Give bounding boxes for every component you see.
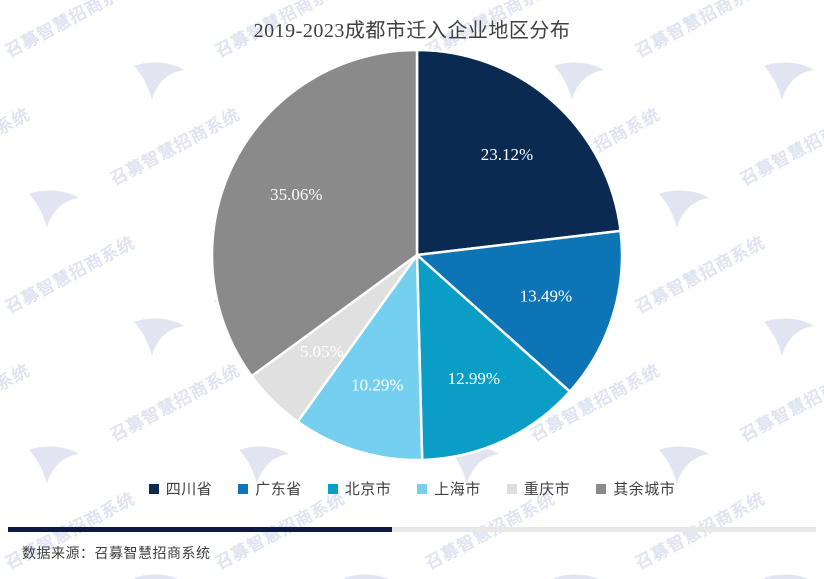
watermark-logo-icon: [659, 190, 709, 230]
pie-slice[interactable]: [210, 48, 419, 378]
legend-swatch-icon: [148, 483, 159, 494]
legend-item-label: 四川省: [165, 482, 213, 498]
pie-slice-label: 35.06%: [270, 185, 322, 204]
legend-swatch-icon: [596, 483, 607, 494]
footer-divider-accent: [8, 527, 392, 532]
watermark-logo-icon: [764, 574, 809, 579]
legend-item-label: 北京市: [344, 482, 392, 498]
legend-item-2[interactable]: 北京市: [327, 478, 392, 499]
chart-title: 2019-2023成都市迁入企业地区分布: [253, 20, 571, 42]
pie-slice[interactable]: [415, 252, 572, 462]
watermark-logo-icon: [134, 574, 179, 579]
legend-item-label: 重庆市: [523, 482, 571, 498]
watermark-text: 召募智慧招商系统: [2, 232, 139, 319]
footer-divider: [8, 527, 816, 532]
legend-swatch-icon: [327, 483, 338, 494]
data-source-note: 数据来源：召募智慧招商系统: [22, 547, 211, 562]
pie-slice-group: [210, 48, 624, 462]
watermark-logo-icon: [344, 574, 389, 579]
watermark-logo-icon: [764, 318, 814, 358]
watermark-text: 召募智慧招商系统: [632, 232, 769, 319]
legend-item-5[interactable]: 其余城市: [596, 478, 675, 499]
pie-svg: 23.12% 13.49% 12.99% 10.29% 5.05% 35.06%: [210, 48, 624, 462]
legend-item-0[interactable]: 四川省: [148, 478, 213, 499]
watermark-text: 召募智慧招商系统: [0, 104, 34, 191]
legend-swatch-icon: [506, 483, 517, 494]
pie-slice-label: 13.49%: [520, 287, 572, 306]
pie-slice-label: 10.29%: [351, 375, 403, 394]
watermark-text: 召募智慧招商系统: [0, 360, 34, 447]
watermark-logo-icon: [554, 574, 599, 579]
watermark-logo-icon: [134, 318, 184, 358]
watermark-text: 召募智慧招商系统: [737, 360, 824, 447]
chart-legend: 四川省 广东省 北京市 上海市 重庆市 其余城市: [0, 478, 824, 499]
watermark-text: 召募智慧招商系统: [737, 104, 824, 191]
pie-chart: 23.12% 13.49% 12.99% 10.29% 5.05% 35.06%: [207, 45, 627, 465]
pie-label-group: 23.12% 13.49% 12.99% 10.29% 5.05% 35.06%: [270, 145, 572, 394]
pie-slice-label: 5.05%: [300, 342, 344, 361]
legend-item-label: 其余城市: [613, 482, 676, 498]
legend-swatch-icon: [417, 483, 428, 494]
legend-swatch-icon: [238, 483, 249, 494]
pie-slice[interactable]: [295, 251, 424, 462]
watermark-logo-icon: [29, 190, 79, 230]
watermark-logo-icon: [134, 62, 184, 102]
pie-slice-label: 23.12%: [481, 145, 533, 164]
legend-item-label: 广东省: [255, 482, 302, 498]
legend-item-label: 上海市: [434, 482, 481, 498]
legend-item-1[interactable]: 广东省: [238, 478, 302, 499]
watermark-logo-icon: [764, 62, 814, 102]
pie-slice-label: 12.99%: [448, 369, 500, 388]
legend-item-4[interactable]: 重庆市: [506, 478, 571, 499]
legend-item-3[interactable]: 上海市: [417, 478, 481, 499]
